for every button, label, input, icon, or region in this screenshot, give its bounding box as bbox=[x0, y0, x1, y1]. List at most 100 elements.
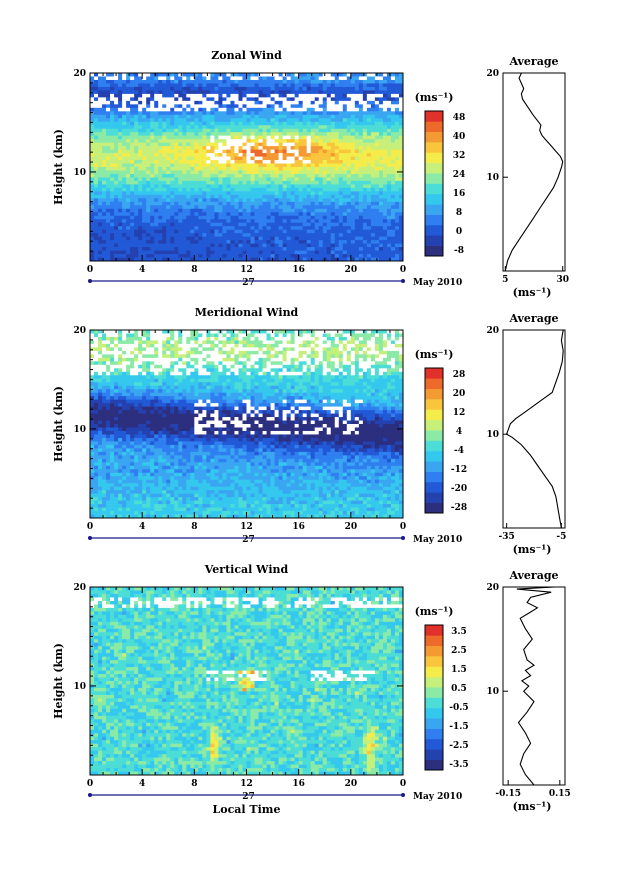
heatmap-cell bbox=[274, 247, 279, 251]
heatmap-cell bbox=[210, 121, 215, 126]
heatmap-cell bbox=[338, 236, 344, 241]
heatmap-cell bbox=[366, 121, 372, 126]
heatmap-cell bbox=[398, 254, 404, 258]
heatmap-cell bbox=[370, 93, 376, 98]
heatmap-cell bbox=[106, 430, 111, 435]
heatmap-cell bbox=[98, 222, 103, 227]
heatmap-cell bbox=[394, 149, 400, 154]
heatmap-cell bbox=[206, 208, 211, 213]
heatmap-cell bbox=[230, 139, 235, 144]
heatmap-cell bbox=[214, 142, 219, 147]
heatmap-cell bbox=[130, 229, 135, 234]
heatmap-cell bbox=[386, 257, 392, 262]
heatmap-cell bbox=[290, 191, 296, 196]
heatmap-cell bbox=[166, 160, 171, 164]
heatmap-cell bbox=[186, 100, 191, 105]
heatmap-cell bbox=[210, 184, 215, 189]
heatmap-cell bbox=[218, 243, 223, 248]
heatmap-cell bbox=[294, 184, 300, 189]
heatmap-cell bbox=[266, 177, 271, 182]
heatmap-cell bbox=[370, 142, 376, 147]
heatmap-cell bbox=[166, 240, 171, 244]
heatmap-cell bbox=[186, 121, 191, 126]
heatmap-cell bbox=[302, 173, 308, 178]
heatmap-cell bbox=[158, 86, 163, 91]
heatmap-cell bbox=[326, 149, 332, 154]
heatmap-cell bbox=[250, 79, 255, 84]
heatmap-cell bbox=[134, 79, 139, 84]
heatmap-cell bbox=[102, 191, 107, 196]
heatmap-cell bbox=[126, 497, 131, 501]
heatmap-cell bbox=[182, 79, 187, 84]
heatmap-cell bbox=[110, 364, 115, 369]
heatmap-cell bbox=[94, 243, 99, 248]
heatmap-cell bbox=[114, 357, 119, 362]
heatmap-cell bbox=[342, 139, 348, 144]
heatmap-cell bbox=[226, 160, 231, 164]
heatmap-cell bbox=[302, 146, 308, 150]
heatmap-cell bbox=[338, 114, 344, 119]
heatmap-cell bbox=[318, 100, 324, 105]
heatmap-cell bbox=[298, 194, 304, 199]
heatmap-cell bbox=[338, 208, 344, 213]
heatmap-cell bbox=[122, 479, 127, 484]
heatmap-cell bbox=[162, 247, 167, 251]
heatmap-cell bbox=[226, 194, 231, 199]
heatmap-cell bbox=[354, 135, 360, 140]
heatmap-cell bbox=[370, 191, 376, 196]
heatmap-cell bbox=[194, 194, 199, 199]
heatmap-cell bbox=[302, 212, 308, 217]
heatmap-cell bbox=[198, 93, 203, 98]
heatmap-cell bbox=[110, 240, 115, 244]
heatmap-cell bbox=[394, 215, 400, 220]
heatmap-cell bbox=[214, 90, 219, 95]
heatmap-cell bbox=[110, 458, 115, 463]
heatmap-cell bbox=[294, 100, 300, 105]
heatmap-cell bbox=[114, 483, 119, 488]
heatmap-cell bbox=[294, 170, 300, 175]
heatmap-cell bbox=[366, 191, 372, 196]
heatmap-cell bbox=[298, 215, 304, 220]
heatmap-cell bbox=[210, 229, 215, 234]
heatmap-cell bbox=[338, 233, 344, 238]
heatmap-cell bbox=[246, 93, 251, 98]
heatmap-cell bbox=[154, 114, 159, 119]
heatmap-cell bbox=[298, 86, 304, 91]
heatmap-cell bbox=[134, 451, 139, 456]
heatmap-cell bbox=[118, 86, 123, 91]
heatmap-cell bbox=[230, 135, 235, 140]
heatmap-cell bbox=[366, 93, 372, 98]
heatmap-cell bbox=[326, 125, 332, 130]
heatmap-cell bbox=[346, 226, 352, 231]
heatmap-cell bbox=[358, 254, 364, 258]
heatmap-cell bbox=[374, 254, 380, 258]
heatmap-cell bbox=[138, 167, 143, 171]
heatmap-cell bbox=[394, 79, 400, 84]
heatmap-cell bbox=[102, 219, 107, 224]
heatmap-cell bbox=[150, 83, 155, 88]
heatmap-cell bbox=[282, 180, 288, 185]
heatmap-cell bbox=[178, 254, 183, 258]
heatmap-cell bbox=[106, 399, 111, 404]
heatmap-cell bbox=[230, 173, 235, 178]
heatmap-cell bbox=[270, 205, 275, 210]
heatmap-cell bbox=[294, 153, 300, 157]
heatmap-cell bbox=[130, 504, 135, 508]
colorbar-swatch bbox=[425, 152, 443, 164]
heatmap-cell bbox=[138, 236, 143, 241]
heatmap-cell bbox=[206, 184, 211, 189]
average-line bbox=[504, 72, 564, 272]
heatmap-cell bbox=[126, 375, 131, 380]
heatmap-cell bbox=[98, 336, 103, 341]
heatmap-cell bbox=[130, 132, 135, 137]
heatmap-cell bbox=[110, 104, 115, 109]
heatmap-cell bbox=[350, 198, 356, 203]
heatmap-cell bbox=[90, 132, 95, 137]
heatmap-cell bbox=[194, 153, 199, 157]
heatmap-cell bbox=[258, 79, 263, 84]
heatmap-cell bbox=[306, 146, 312, 150]
heatmap-cell bbox=[330, 93, 336, 98]
heatmap-cell bbox=[378, 132, 384, 137]
heatmap-cell bbox=[190, 160, 195, 164]
heatmap-cell bbox=[142, 83, 147, 88]
